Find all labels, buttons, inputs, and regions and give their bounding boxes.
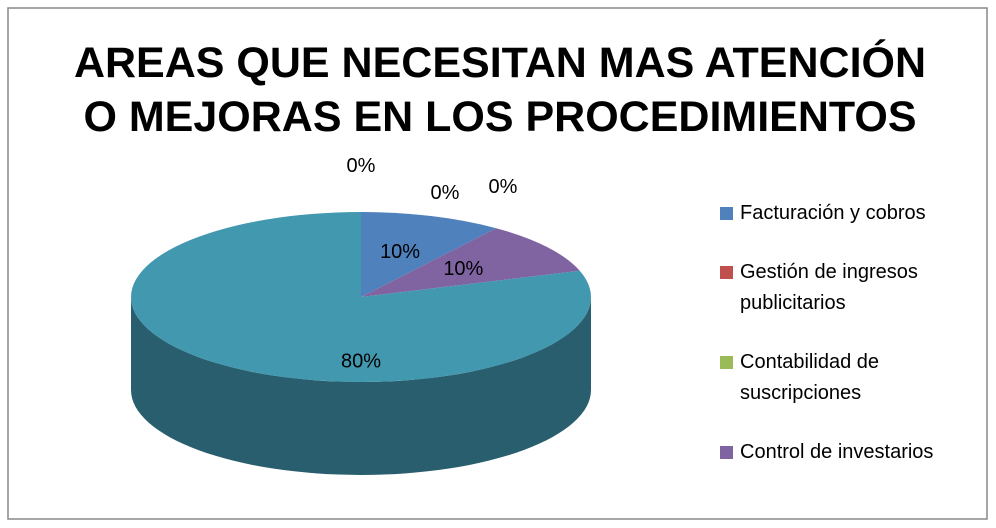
pie-slice xyxy=(361,212,497,297)
chart-title: AREAS QUE NECESITAN MAS ATENCIÓN O MEJOR… xyxy=(73,39,927,141)
legend-item: Gestión de ingresos publicitarios xyxy=(718,257,980,319)
data-label: 80% xyxy=(341,350,381,372)
data-label: 10% xyxy=(380,241,420,263)
data-label: 0% xyxy=(488,176,517,198)
legend-swatch xyxy=(720,207,733,220)
pie-slice xyxy=(130,212,592,382)
legend-item: Facturación y cobros xyxy=(718,198,980,229)
pie-side xyxy=(131,297,591,475)
legend: Facturación y cobros Gestión de ingresos … xyxy=(718,198,980,496)
legend-label: Control de investarios xyxy=(740,441,934,463)
legend-item: Control de investarios xyxy=(718,437,980,468)
data-label: 0% xyxy=(347,155,376,177)
legend-swatch xyxy=(720,266,733,279)
legend-label: Contabilidad de suscripciones xyxy=(740,351,879,404)
data-label: 10% xyxy=(443,258,483,280)
pie-slice xyxy=(361,228,580,297)
legend-item: Contabilidad de suscripciones xyxy=(718,347,980,409)
data-label: 0% xyxy=(430,182,459,204)
legend-label: Facturación y cobros xyxy=(740,202,926,224)
legend-label: Gestión de ingresos publicitarios xyxy=(740,261,918,314)
legend-swatch xyxy=(720,446,733,459)
legend-swatch xyxy=(720,356,733,369)
